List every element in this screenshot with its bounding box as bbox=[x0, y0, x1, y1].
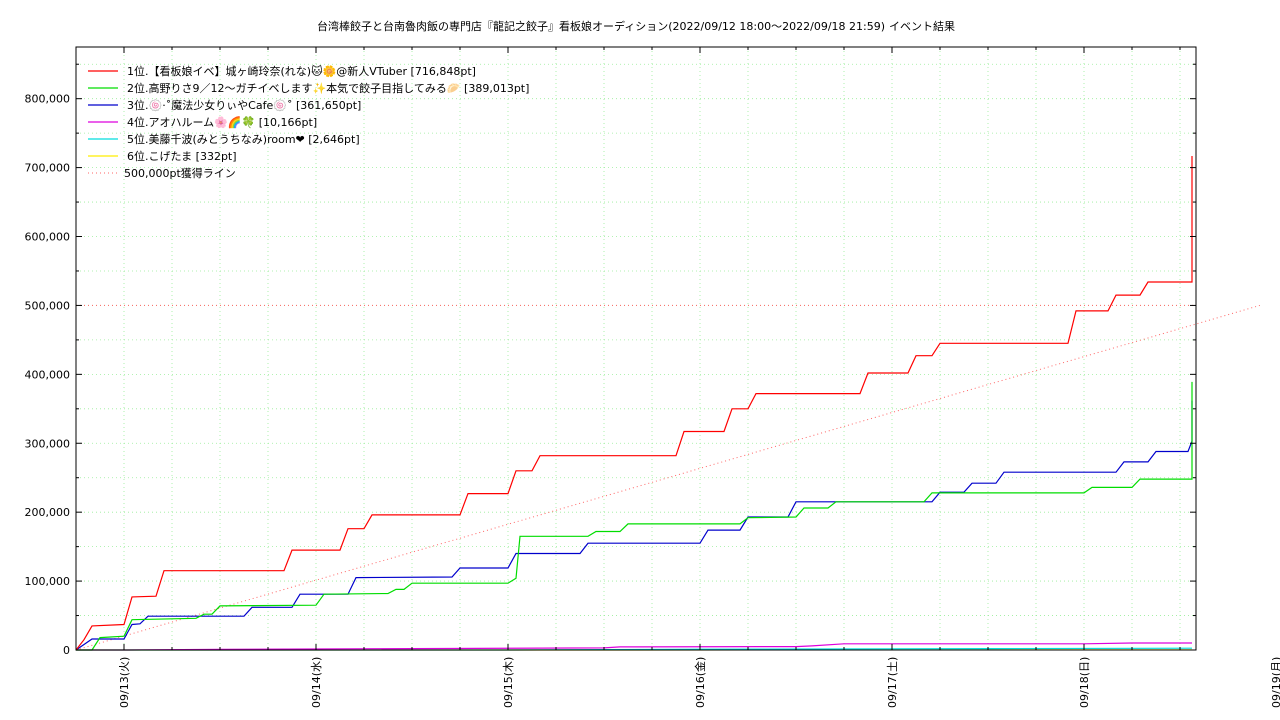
reference-line bbox=[75, 304, 1261, 651]
y-tick-label: 100,000 bbox=[25, 575, 71, 588]
y-tick-label: 200,000 bbox=[25, 506, 71, 519]
x-tick-label: 09/13(火) bbox=[118, 657, 131, 708]
series-line-2 bbox=[76, 381, 1193, 651]
legend-label: 6位.こげたま [332pt] bbox=[127, 149, 237, 163]
x-tick-label: 09/16(金) bbox=[693, 657, 707, 708]
y-tick-label: 400,000 bbox=[25, 368, 71, 381]
x-tick-label: 09/17(土) bbox=[886, 657, 899, 708]
y-tick-label: 600,000 bbox=[25, 231, 71, 244]
axes: 0 100,000 200,000 300,000 400,000 500,000 600,… bbox=[25, 47, 1280, 708]
chart-subtitle: イベント結果 bbox=[889, 19, 955, 33]
legend-label: 5位.美藤千波(みとうちなみ)room❤ [2,646pt] bbox=[127, 132, 360, 146]
series-line-3 bbox=[75, 400, 1193, 651]
legend-label: 1位.【看板娘イベ】城ヶ崎玲奈(れな)🐱🌼@新人VTuber [716,848p… bbox=[127, 64, 476, 78]
y-tick-label: 0 bbox=[63, 644, 70, 657]
legend-label: 3位.🍥‧˚魔法少女りぃやCafe🍥˚ [361,650pt] bbox=[127, 98, 361, 112]
x-tick-label: 09/15(木) bbox=[502, 657, 515, 708]
y-tick-label: 800,000 bbox=[25, 93, 71, 106]
x-tick-label: 09/19(月) bbox=[1270, 657, 1280, 708]
x-tick-label: 09/18(日) bbox=[1078, 657, 1091, 708]
series-line-4 bbox=[76, 642, 1192, 651]
legend-label: 2位.高野りさ9／12〜ガチイベします✨本気で餃子目指してみる🥟 [389,01… bbox=[127, 81, 529, 95]
y-tick-label: 700,000 bbox=[25, 162, 71, 175]
series-line-1 bbox=[75, 156, 1193, 651]
legend-label: 500,000pt獲得ライン bbox=[124, 167, 236, 180]
chart-title: 台湾棒餃子と台南魯肉飯の専門店『龍記之餃子』看板娘オーディション(2022/09… bbox=[317, 19, 885, 33]
y-tick-label: 500,000 bbox=[25, 299, 71, 312]
x-tick-label: 09/14(水) bbox=[310, 657, 323, 708]
legend-label: 4位.アオハルーム🌸🌈🍀 [10,166pt] bbox=[127, 115, 317, 129]
series-layer bbox=[75, 156, 1193, 651]
plot-frame bbox=[75, 46, 1197, 651]
legend: 1位.【看板娘イベ】城ヶ崎玲奈(れな)🐱🌼@新人VTuber [716,848p… bbox=[88, 64, 529, 180]
y-tick-label: 300,000 bbox=[25, 437, 71, 450]
reference-line-layer bbox=[75, 304, 1261, 651]
grid bbox=[75, 47, 1196, 650]
